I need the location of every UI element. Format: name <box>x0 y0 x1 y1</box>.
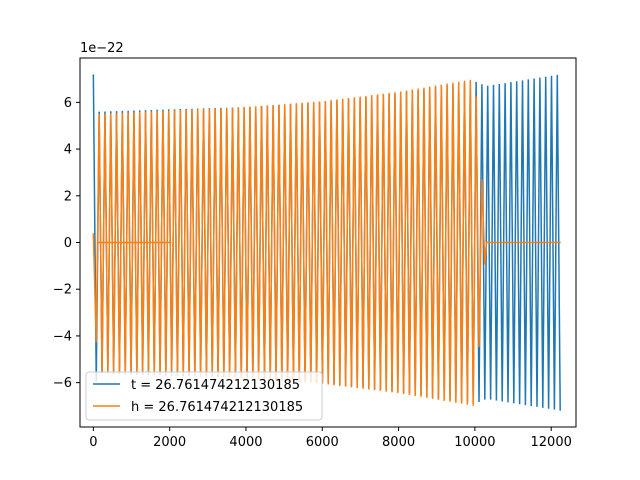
y-axis: −6 −4 −2 0 2 4 6 <box>53 96 80 391</box>
x-tick-label: 8000 <box>382 435 415 450</box>
y-tick-label: −2 <box>53 283 72 298</box>
legend-label-h: h = 26.761474212130185 <box>131 400 303 415</box>
legend-box <box>85 371 323 421</box>
x-tick-label: 0 <box>89 435 97 450</box>
legend: t = 26.761474212130185 h = 26.7614742121… <box>85 371 323 421</box>
x-tick-label: 2000 <box>153 435 186 450</box>
y-tick-label: 2 <box>64 189 72 204</box>
legend-label-t: t = 26.761474212130185 <box>131 378 300 393</box>
y-tick-label: 6 <box>64 96 72 111</box>
offset-text: 1e−22 <box>80 41 124 56</box>
series-h-line <box>92 79 561 406</box>
y-tick-label: 0 <box>64 236 72 251</box>
y-tick-label: −6 <box>53 376 72 391</box>
y-tick-label: −4 <box>53 329 72 344</box>
x-tick-label: 10000 <box>454 435 495 450</box>
x-tick-label: 12000 <box>531 435 572 450</box>
y-tick-label: 4 <box>64 143 72 158</box>
plot-lines <box>92 74 561 411</box>
x-axis: 0 2000 4000 6000 8000 10000 12000 <box>89 427 572 450</box>
x-tick-label: 6000 <box>306 435 339 450</box>
x-tick-label: 4000 <box>229 435 262 450</box>
